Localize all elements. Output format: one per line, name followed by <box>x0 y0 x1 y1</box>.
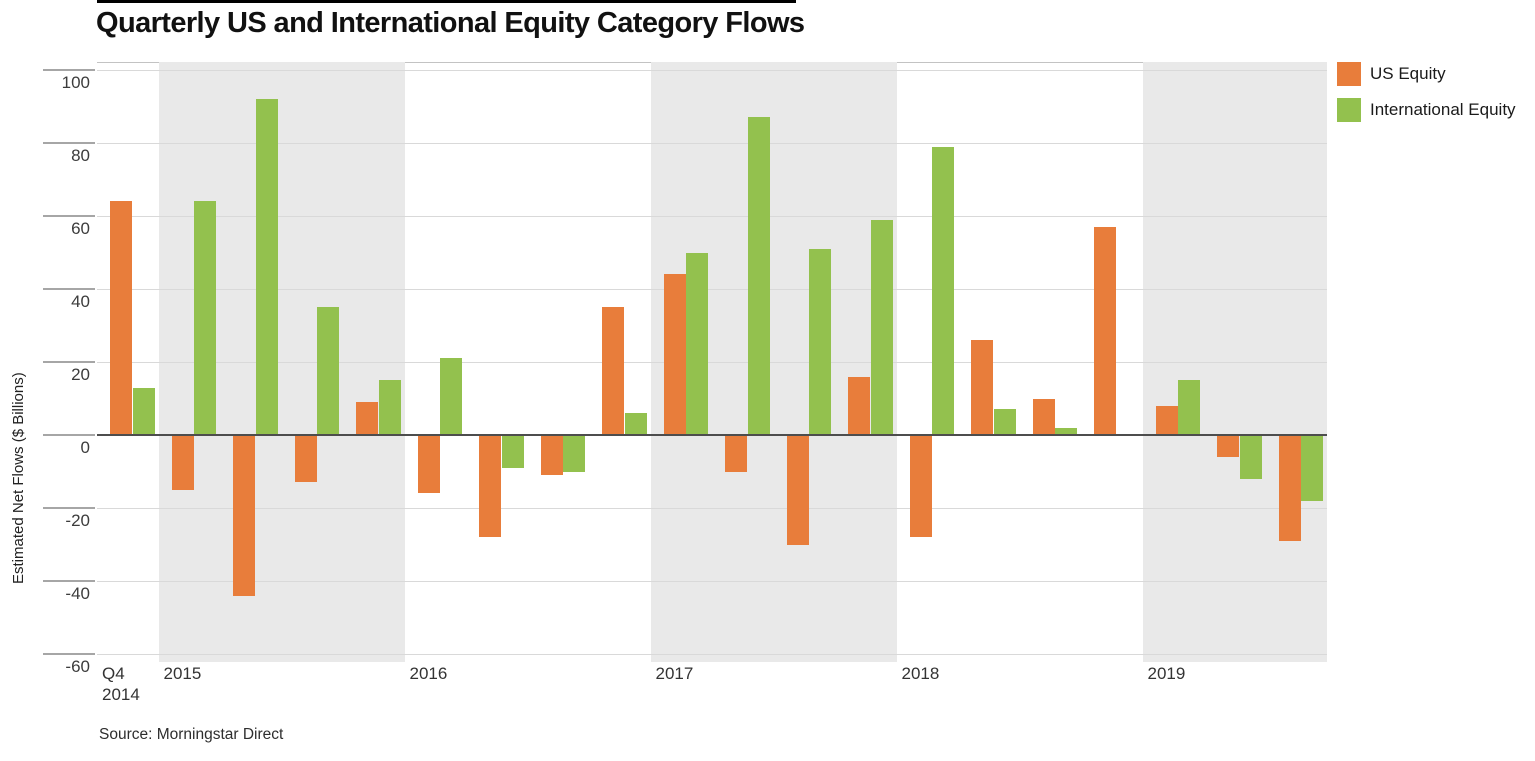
gridline--40 <box>97 581 1327 582</box>
legend-label: International Equity <box>1370 100 1516 119</box>
chart-title: Quarterly US and International Equity Ca… <box>96 7 805 39</box>
source-note: Source: Morningstar Direct <box>99 726 284 743</box>
y-tick-80 <box>43 142 95 144</box>
bar-international-equity-q1-2016 <box>440 358 462 435</box>
gridline-80 <box>97 143 1327 144</box>
y-tick--60 <box>43 653 95 655</box>
bar-international-equity-q2-2015 <box>255 99 278 435</box>
bar-us-equity-q3-2015 <box>294 435 317 483</box>
legend: US Equity International Equity <box>1337 62 1516 134</box>
y-tick-100 <box>43 69 95 71</box>
legend-swatch <box>1337 98 1361 122</box>
bar-us-equity-q2-2017 <box>725 435 747 472</box>
y-tick-label-20: 20 <box>71 365 90 384</box>
bar-international-equity-q1-2019 <box>1178 380 1200 436</box>
bar-us-equity-q1-2018 <box>909 435 932 538</box>
bar-us-equity-q1-2015 <box>171 435 194 490</box>
bar-international-equity-q2-2017 <box>747 117 770 435</box>
bar-us-equity-q1-2019 <box>1155 405 1178 435</box>
plot-area <box>97 62 1327 662</box>
y-tick-60 <box>43 215 95 217</box>
bar-international-equity-q3-2017 <box>809 248 831 435</box>
bar-us-equity-q3-2017 <box>786 435 809 545</box>
bar-international-equity-q3-2019 <box>1301 435 1323 501</box>
bar-international-equity-q4-2017 <box>870 219 893 435</box>
x-axis-label-2014: Q4 2014 <box>102 664 140 704</box>
bar-international-equity-q1-2018 <box>932 146 954 435</box>
title-top-rule <box>97 0 796 3</box>
y-tick-label-80: 80 <box>71 146 90 165</box>
y-tick-label-60: 60 <box>71 219 90 238</box>
legend-label: US Equity <box>1370 64 1446 83</box>
x-axis-label-2017: 2017 <box>655 664 694 683</box>
x-axis-label-2016: 2016 <box>409 664 448 683</box>
legend-swatch <box>1337 62 1361 86</box>
gridline-20 <box>97 362 1327 363</box>
legend-item-us-equity: US Equity <box>1337 62 1516 86</box>
gridline-100 <box>97 70 1327 71</box>
bar-international-equity-q4-2014 <box>132 387 155 435</box>
y-tick-40 <box>43 288 95 290</box>
bar-international-equity-q2-2018 <box>993 409 1016 435</box>
bar-us-equity-q2-2018 <box>971 340 993 435</box>
bar-us-equity-q4-2018 <box>1094 227 1116 435</box>
y-tick-label-40: 40 <box>71 292 90 311</box>
bar-us-equity-q4-2015 <box>356 402 378 435</box>
bar-international-equity-q3-2016 <box>563 435 585 472</box>
bar-us-equity-q1-2016 <box>417 435 440 494</box>
y-tick-label--40: -40 <box>65 584 90 603</box>
bar-us-equity-q2-2016 <box>479 435 501 538</box>
y-tick-20 <box>43 361 95 363</box>
bar-international-equity-q1-2015 <box>194 201 216 435</box>
bar-us-equity-q2-2019 <box>1217 435 1239 457</box>
y-tick-label-100: 100 <box>61 73 90 92</box>
y-tick--20 <box>43 507 95 509</box>
bar-international-equity-q3-2018 <box>1055 427 1077 435</box>
bar-us-equity-q4-2017 <box>848 376 870 435</box>
bar-us-equity-q3-2018 <box>1032 398 1055 435</box>
bar-international-equity-q3-2015 <box>317 307 339 436</box>
x-axis-label-2019: 2019 <box>1147 664 1186 683</box>
y-tick--40 <box>43 580 95 582</box>
bar-us-equity-q2-2015 <box>233 435 255 596</box>
gridline-40 <box>97 289 1327 290</box>
bar-international-equity-q4-2016 <box>624 413 647 435</box>
y-tick-label-0: 0 <box>80 438 90 457</box>
y-tick-label--20: -20 <box>65 511 90 530</box>
y-axis-title: Estimated Net Flows ($ Billions) <box>10 372 27 584</box>
y-tick-0 <box>43 434 95 436</box>
bar-us-equity-q3-2019 <box>1278 435 1301 541</box>
gridline-60 <box>97 216 1327 217</box>
zero-line <box>97 434 1327 436</box>
bar-international-equity-q2-2016 <box>501 435 524 468</box>
bar-international-equity-q1-2017 <box>686 252 708 435</box>
legend-item-international-equity: International Equity <box>1337 98 1516 122</box>
bar-us-equity-q3-2016 <box>540 435 563 476</box>
x-axis-label-2018: 2018 <box>901 664 940 683</box>
y-tick-label--60: -60 <box>65 657 90 676</box>
x-axis-sublabel: 2014 <box>102 685 140 704</box>
x-axis-label-2015: 2015 <box>163 664 202 683</box>
bar-us-equity-q4-2016 <box>602 307 624 436</box>
bar-us-equity-q1-2017 <box>663 274 686 435</box>
gridline--20 <box>97 508 1327 509</box>
bar-us-equity-q4-2014 <box>110 201 132 435</box>
bar-international-equity-q4-2015 <box>378 380 401 436</box>
bar-international-equity-q2-2019 <box>1239 435 1262 479</box>
gridline--60 <box>97 654 1327 655</box>
